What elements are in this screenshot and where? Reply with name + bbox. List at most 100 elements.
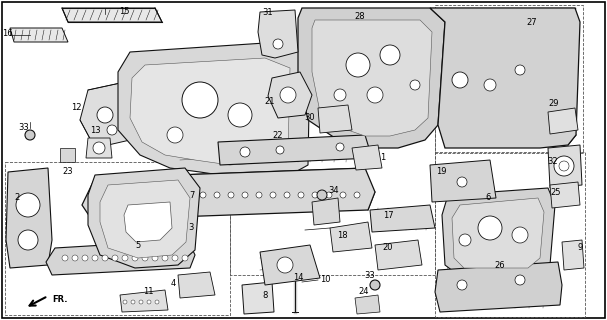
Bar	[435, 152, 585, 317]
Circle shape	[112, 255, 118, 261]
Circle shape	[554, 156, 574, 176]
Circle shape	[354, 192, 360, 198]
Circle shape	[131, 300, 135, 304]
Circle shape	[147, 300, 151, 304]
Text: 33: 33	[365, 271, 375, 280]
Polygon shape	[82, 168, 375, 220]
Polygon shape	[218, 135, 372, 165]
Circle shape	[158, 192, 164, 198]
Polygon shape	[562, 240, 584, 270]
Circle shape	[142, 255, 148, 261]
Polygon shape	[86, 138, 112, 158]
Circle shape	[270, 192, 276, 198]
Polygon shape	[46, 240, 195, 275]
Text: 33: 33	[18, 124, 29, 132]
Circle shape	[317, 190, 327, 200]
Text: 29: 29	[548, 99, 558, 108]
Circle shape	[102, 192, 108, 198]
Text: 31: 31	[263, 8, 273, 17]
Polygon shape	[548, 108, 578, 134]
Circle shape	[240, 147, 250, 157]
Circle shape	[167, 127, 183, 143]
Circle shape	[162, 255, 168, 261]
Circle shape	[102, 255, 108, 261]
Text: 19: 19	[436, 167, 447, 177]
Circle shape	[276, 146, 284, 154]
Circle shape	[97, 107, 113, 123]
Polygon shape	[430, 160, 496, 202]
Text: 14: 14	[293, 273, 304, 282]
Circle shape	[457, 177, 467, 187]
Circle shape	[370, 280, 380, 290]
Circle shape	[72, 255, 78, 261]
Polygon shape	[80, 82, 138, 148]
Circle shape	[452, 72, 468, 88]
Circle shape	[298, 192, 304, 198]
Text: 27: 27	[527, 18, 537, 27]
Text: 23: 23	[62, 167, 73, 176]
Polygon shape	[330, 222, 372, 252]
Text: 15: 15	[119, 7, 129, 16]
Circle shape	[284, 192, 290, 198]
Text: 26: 26	[495, 261, 505, 270]
Circle shape	[186, 192, 192, 198]
Polygon shape	[435, 262, 562, 312]
Polygon shape	[312, 20, 432, 136]
Circle shape	[559, 161, 569, 171]
Circle shape	[256, 192, 262, 198]
Text: 32: 32	[548, 157, 558, 166]
Text: 2: 2	[14, 194, 19, 203]
Text: 25: 25	[551, 188, 561, 197]
Polygon shape	[242, 282, 274, 314]
Polygon shape	[178, 272, 215, 298]
Text: 13: 13	[90, 126, 101, 135]
Polygon shape	[430, 8, 580, 148]
Circle shape	[457, 280, 467, 290]
Polygon shape	[312, 198, 340, 225]
Text: FR.: FR.	[52, 295, 67, 304]
Circle shape	[512, 227, 528, 243]
Circle shape	[346, 53, 370, 77]
Circle shape	[326, 192, 332, 198]
Circle shape	[132, 255, 138, 261]
Circle shape	[336, 143, 344, 151]
Bar	[5, 162, 230, 315]
Circle shape	[123, 300, 127, 304]
Polygon shape	[120, 290, 168, 312]
Text: 11: 11	[143, 287, 153, 296]
Polygon shape	[355, 295, 380, 314]
Bar	[435, 5, 583, 153]
Circle shape	[515, 275, 525, 285]
Polygon shape	[298, 8, 445, 148]
Polygon shape	[352, 145, 382, 170]
Circle shape	[139, 300, 143, 304]
Text: 3: 3	[188, 223, 194, 233]
Circle shape	[515, 65, 525, 75]
Circle shape	[340, 192, 346, 198]
Circle shape	[459, 234, 471, 246]
Circle shape	[228, 103, 252, 127]
Polygon shape	[260, 245, 320, 285]
Text: 22: 22	[273, 131, 283, 140]
Circle shape	[93, 142, 105, 154]
Polygon shape	[100, 180, 190, 258]
Circle shape	[214, 192, 220, 198]
Polygon shape	[375, 240, 422, 270]
Text: 20: 20	[382, 244, 393, 252]
Circle shape	[334, 89, 346, 101]
Polygon shape	[10, 28, 68, 42]
Polygon shape	[442, 188, 555, 278]
Text: 4: 4	[171, 279, 176, 289]
Circle shape	[122, 255, 128, 261]
Polygon shape	[124, 202, 172, 242]
Text: 12: 12	[72, 102, 82, 111]
Polygon shape	[550, 182, 580, 208]
Polygon shape	[268, 72, 312, 118]
Text: 28: 28	[354, 12, 365, 21]
Circle shape	[478, 216, 502, 240]
Circle shape	[182, 255, 188, 261]
Circle shape	[380, 45, 400, 65]
Circle shape	[18, 230, 38, 250]
Text: 5: 5	[135, 241, 141, 250]
Circle shape	[144, 192, 150, 198]
